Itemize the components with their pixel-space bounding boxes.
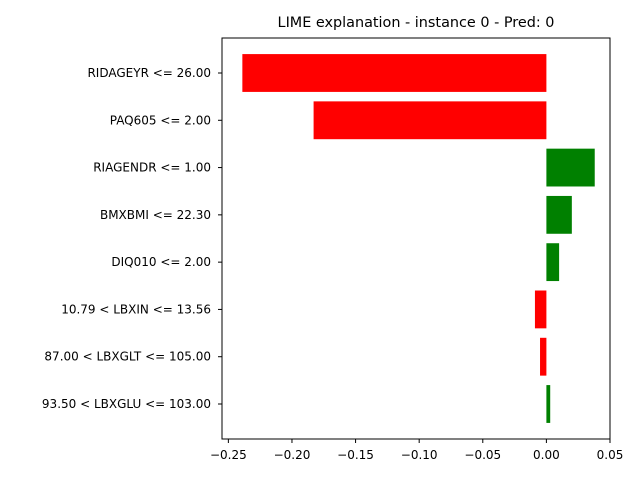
y-tick-labels: RIDAGEYR <= 26.00 PAQ605 <= 2.00 RIAGENDR … — [42, 66, 222, 411]
chart-title: LIME explanation - instance 0 - Pred: 0 — [278, 15, 555, 31]
y-tick-label: PAQ605 <= 2.00 — [110, 113, 211, 127]
plot-frame — [221, 37, 611, 440]
x-tick-label: −0.25 — [210, 448, 247, 462]
x-tick-label: −0.20 — [274, 448, 311, 462]
y-tick-label: 93.50 < LBXGLU <= 103.00 — [42, 397, 211, 411]
bar-1 — [313, 101, 547, 140]
bar-3 — [546, 195, 572, 234]
y-tick-label: BMXBMI <= 22.30 — [100, 208, 211, 222]
y-tick-label: RIDAGEYR <= 26.00 — [87, 66, 211, 80]
x-tick-label: −0.05 — [464, 448, 501, 462]
y-tick-label: DIQ010 <= 2.00 — [111, 255, 211, 269]
x-tick-label: 0.00 — [533, 448, 560, 462]
bars-layer — [242, 54, 595, 423]
bar-0 — [242, 54, 547, 92]
bar-6 — [540, 337, 547, 376]
bar-5 — [534, 290, 547, 329]
y-tick-label: 10.79 < LBXIN <= 13.56 — [61, 302, 211, 316]
x-axis-ticks: −0.25 −0.20 −0.15 −0.10 −0.05 0.00 0.05 — [210, 439, 623, 462]
bar-2 — [546, 148, 595, 187]
bar-4 — [546, 243, 560, 282]
bar-7 — [546, 385, 551, 423]
x-tick-label: 0.05 — [597, 448, 624, 462]
y-tick-label: RIAGENDR <= 1.00 — [93, 161, 211, 175]
y-tick-label: 87.00 < LBXGLT <= 105.00 — [44, 350, 211, 364]
x-tick-label: −0.15 — [337, 448, 374, 462]
x-tick-label: −0.10 — [401, 448, 438, 462]
